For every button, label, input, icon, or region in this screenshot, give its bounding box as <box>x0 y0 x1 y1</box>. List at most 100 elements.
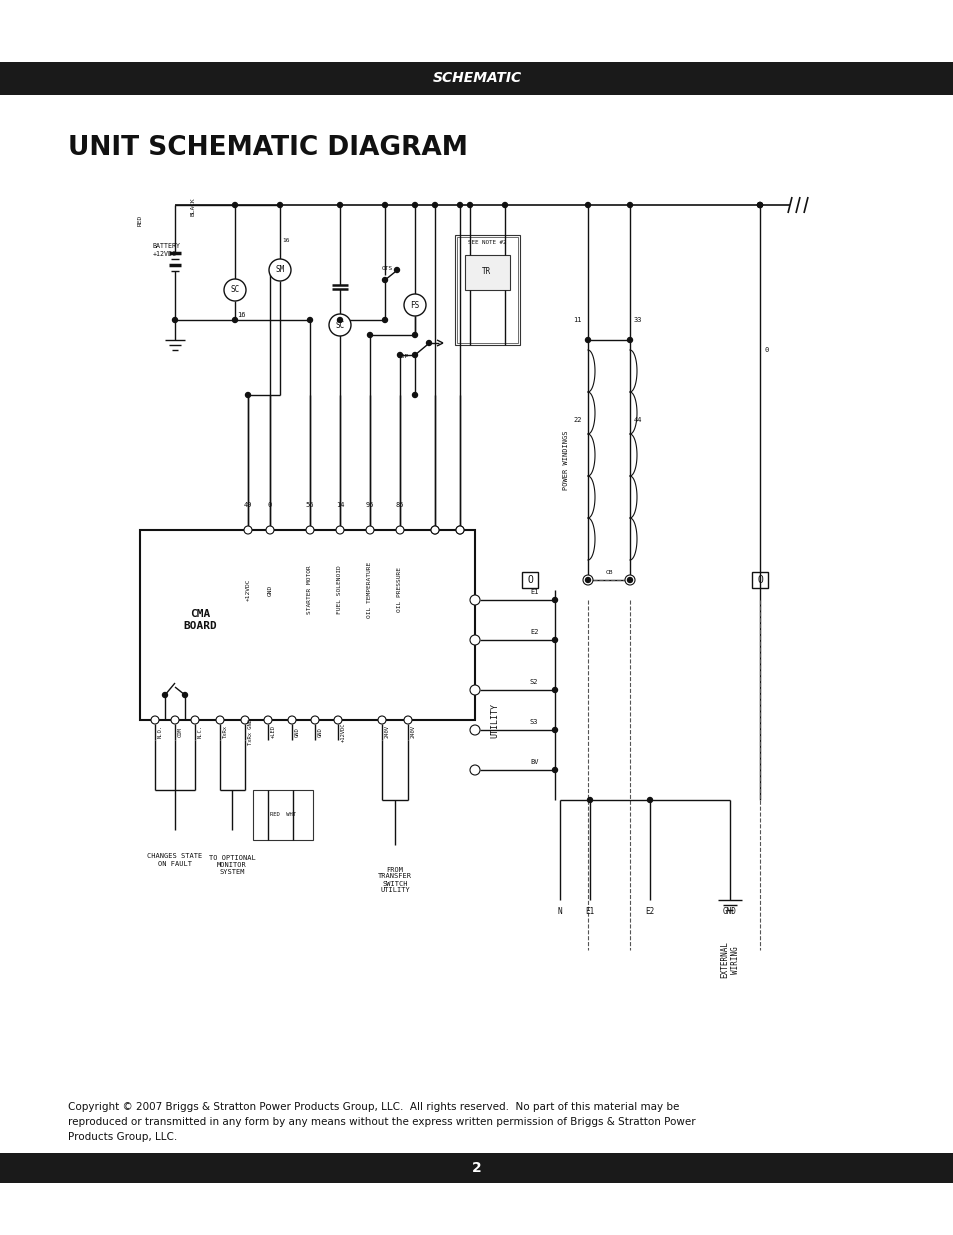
Text: TxRx GND: TxRx GND <box>248 719 253 745</box>
Bar <box>464 254 510 290</box>
Bar <box>456 237 517 343</box>
Circle shape <box>224 279 246 301</box>
Circle shape <box>647 798 652 803</box>
Text: UNIT SCHEMATIC DIAGRAM: UNIT SCHEMATIC DIAGRAM <box>68 135 467 161</box>
Text: RED  WHT: RED WHT <box>270 813 295 818</box>
Circle shape <box>552 688 557 693</box>
Text: E1: E1 <box>530 589 537 595</box>
Text: BV: BV <box>530 760 537 764</box>
Circle shape <box>241 716 249 724</box>
Text: 0: 0 <box>268 501 272 508</box>
Text: UTILITY: UTILITY <box>490 703 499 737</box>
Text: 2: 2 <box>472 1161 481 1174</box>
Circle shape <box>412 393 417 398</box>
Text: TR: TR <box>482 268 491 277</box>
Circle shape <box>244 526 252 534</box>
Text: O: O <box>526 576 533 585</box>
Text: S3: S3 <box>530 719 537 725</box>
Circle shape <box>757 203 761 207</box>
Circle shape <box>269 259 291 282</box>
Text: COM: COM <box>178 727 183 737</box>
Circle shape <box>306 526 314 534</box>
Circle shape <box>233 203 237 207</box>
Circle shape <box>403 294 426 316</box>
Text: 22: 22 <box>573 417 581 424</box>
Circle shape <box>624 576 635 585</box>
Circle shape <box>366 526 374 534</box>
Text: EXTERNAL
WIRING: EXTERNAL WIRING <box>720 941 739 978</box>
Circle shape <box>412 332 417 337</box>
Text: LOP: LOP <box>396 354 408 359</box>
Circle shape <box>182 693 188 698</box>
Text: E2: E2 <box>530 629 537 635</box>
Circle shape <box>395 526 403 534</box>
Text: 85: 85 <box>395 501 404 508</box>
Circle shape <box>172 317 177 322</box>
Circle shape <box>382 203 387 207</box>
Text: OTS: OTS <box>381 266 393 270</box>
Text: +12VDC: +12VDC <box>340 722 346 742</box>
Bar <box>0 1153 953 1183</box>
Text: 0: 0 <box>764 347 768 353</box>
Circle shape <box>432 203 437 207</box>
Text: 14: 14 <box>335 501 344 508</box>
Circle shape <box>552 727 557 732</box>
Circle shape <box>627 578 632 583</box>
Circle shape <box>431 526 438 534</box>
Circle shape <box>470 685 479 695</box>
Circle shape <box>426 341 431 346</box>
Bar <box>455 235 519 345</box>
Bar <box>751 572 767 588</box>
Text: GND: GND <box>317 727 323 737</box>
Circle shape <box>457 203 462 207</box>
Circle shape <box>585 203 590 207</box>
Circle shape <box>382 317 387 322</box>
Circle shape <box>266 526 274 534</box>
Text: S2: S2 <box>530 679 537 685</box>
Text: SEE NOTE #2: SEE NOTE #2 <box>467 241 506 246</box>
Circle shape <box>311 716 318 724</box>
Text: N.C.: N.C. <box>198 725 203 739</box>
Circle shape <box>502 203 507 207</box>
Text: FUEL SOLENOID: FUEL SOLENOID <box>337 566 342 614</box>
Text: GND: GND <box>267 584 273 595</box>
Text: 16: 16 <box>236 312 245 317</box>
Circle shape <box>191 716 199 724</box>
Circle shape <box>585 337 590 342</box>
Text: BLACK: BLACK <box>191 198 195 216</box>
Circle shape <box>467 203 472 207</box>
Circle shape <box>412 203 417 207</box>
Text: SC: SC <box>335 321 344 330</box>
Text: 44: 44 <box>634 417 641 424</box>
Text: Copyright © 2007 Briggs & Stratton Power Products Group, LLC.  All rights reserv: Copyright © 2007 Briggs & Stratton Power… <box>68 1102 695 1141</box>
Bar <box>140 530 475 720</box>
Circle shape <box>585 578 590 583</box>
Circle shape <box>757 203 761 207</box>
Text: RED: RED <box>137 215 142 226</box>
Circle shape <box>337 203 342 207</box>
Text: +LED: +LED <box>271 725 275 739</box>
Circle shape <box>245 393 251 398</box>
Circle shape <box>403 716 412 724</box>
Text: OIL PRESSURE: OIL PRESSURE <box>397 568 402 613</box>
Text: 95: 95 <box>365 501 374 508</box>
Circle shape <box>470 764 479 776</box>
Text: CHANGES STATE
ON FAULT: CHANGES STATE ON FAULT <box>147 853 202 867</box>
Text: TxRx: TxRx <box>223 725 228 739</box>
Text: POWER WINDINGS: POWER WINDINGS <box>562 430 568 490</box>
Text: BATTERY: BATTERY <box>152 243 181 249</box>
Circle shape <box>412 352 417 357</box>
Circle shape <box>335 526 344 534</box>
Circle shape <box>587 798 592 803</box>
Circle shape <box>162 693 168 698</box>
Bar <box>521 572 537 588</box>
Text: SM: SM <box>275 266 284 274</box>
Circle shape <box>470 725 479 735</box>
Text: CB: CB <box>604 569 612 574</box>
Circle shape <box>382 278 387 283</box>
Text: OIL TEMPERATURE: OIL TEMPERATURE <box>367 562 372 619</box>
Text: +12VDC: +12VDC <box>152 251 177 257</box>
Circle shape <box>215 716 224 724</box>
Text: GND: GND <box>722 908 736 916</box>
Text: FS: FS <box>410 300 419 310</box>
